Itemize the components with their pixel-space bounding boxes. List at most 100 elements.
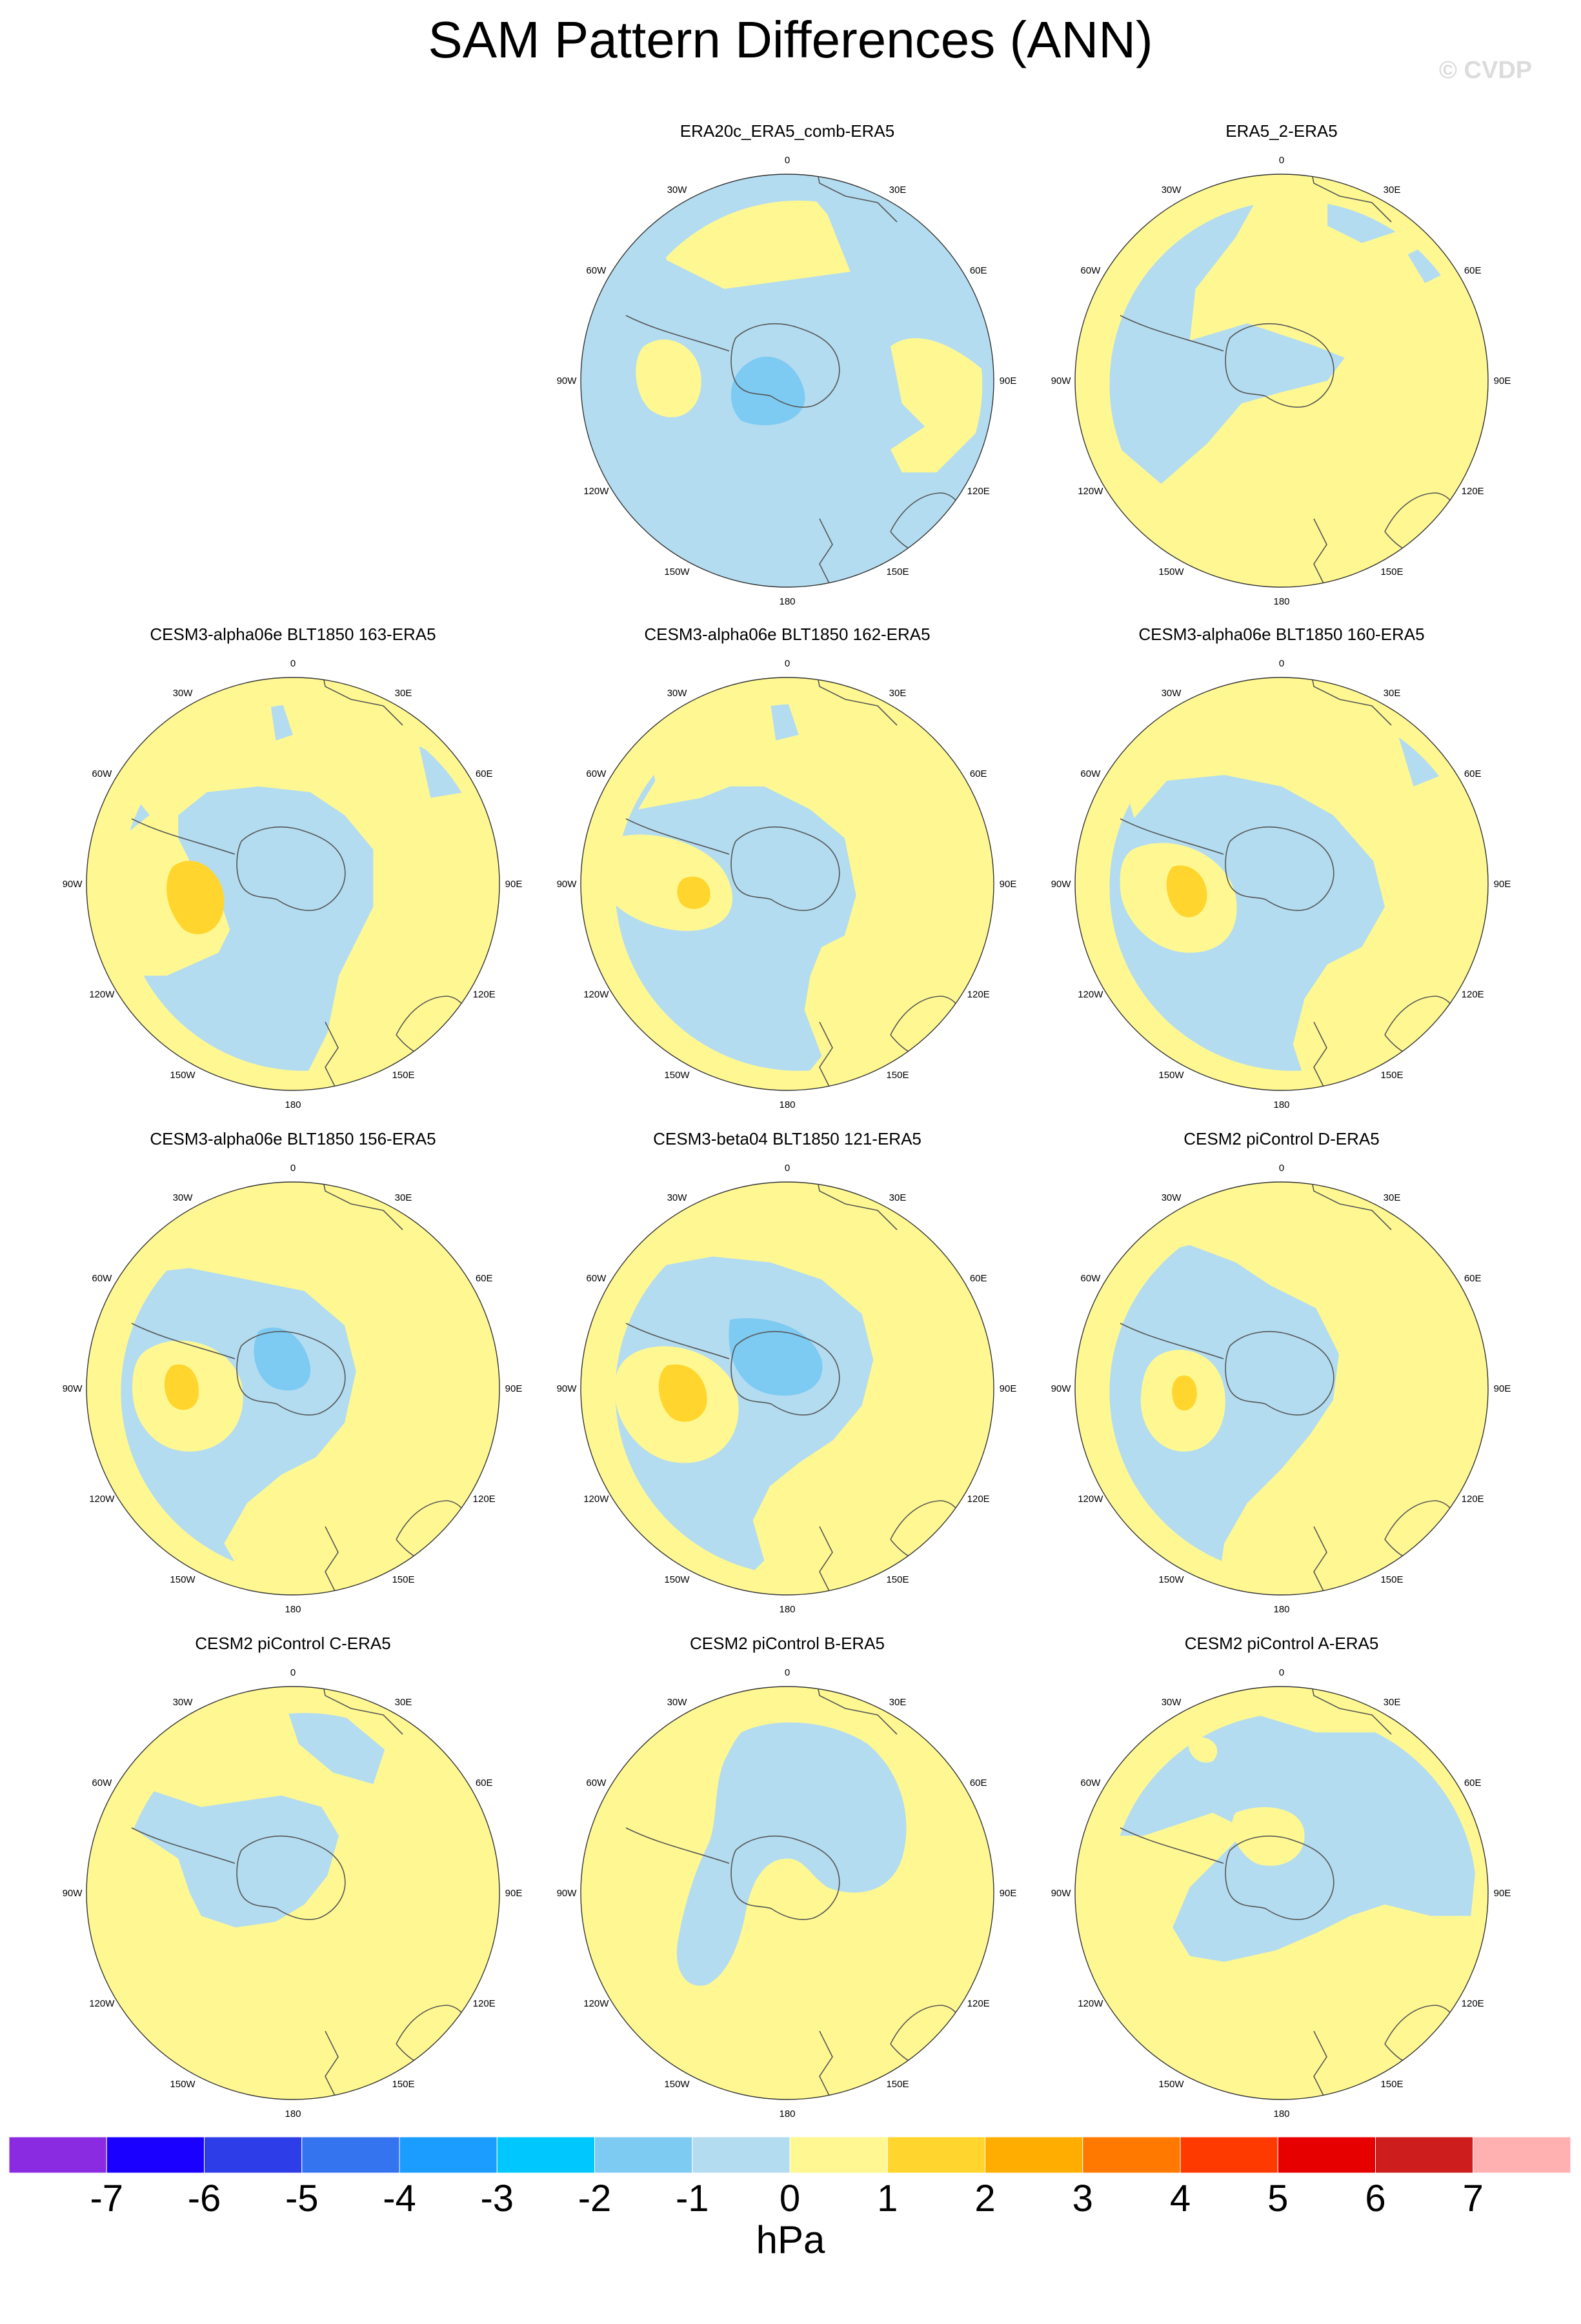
contour-region: [770, 703, 799, 741]
map-panel: ERA5_2-ERA5 0 30E 60E 90E 120E 150E 180 150W 120W…: [1036, 121, 1527, 625]
longitude-label: 30W: [173, 1192, 194, 1203]
map-border: [86, 1686, 500, 2100]
longitude-label: 0: [785, 1667, 790, 1678]
longitude-label: 60E: [970, 265, 987, 276]
longitude-label: 150W: [664, 2079, 690, 2090]
panel-title: CESM3-beta04 BLT1850 121-ERA5: [653, 1129, 921, 1148]
longitude-label: 120W: [1078, 989, 1103, 1000]
longitude-label: 90W: [63, 1888, 83, 1899]
longitude-label: 180: [1273, 1604, 1289, 1615]
longitude-label: 90E: [1000, 1383, 1017, 1394]
contour-region: [419, 746, 465, 798]
map-border: [580, 1686, 994, 2100]
colorbar-tick-label: -3: [480, 2178, 514, 2219]
longitude-label: 0: [1279, 1163, 1284, 1174]
colorbar-swatch: [985, 2137, 1083, 2173]
colorbar-swatch: [496, 2137, 595, 2173]
colorbar-swatch: [204, 2137, 303, 2173]
longitude-label: 30W: [667, 688, 688, 699]
longitude-label: 180: [779, 2109, 795, 2119]
longitude-label: 60E: [970, 1273, 987, 1284]
colorbar-swatch: [887, 2137, 985, 2173]
longitude-label: 120E: [967, 1998, 990, 2009]
longitude-label: 0: [1279, 658, 1284, 669]
longitude-label: 150E: [886, 1070, 909, 1081]
longitude-label: 150W: [664, 1574, 690, 1585]
longitude-label: 0: [785, 658, 790, 669]
longitude-label: 30W: [667, 1697, 688, 1708]
contour-region: [270, 703, 293, 741]
longitude-label: 150E: [886, 2079, 909, 2090]
longitude-label: 30W: [1162, 185, 1182, 195]
longitude-label: 90E: [1494, 376, 1511, 386]
colorbar-tick-label: -4: [383, 2178, 416, 2219]
longitude-label: 120W: [1078, 1494, 1103, 1505]
panel-title: CESM2 piControl C-ERA5: [195, 1634, 391, 1653]
watermark: © CVDP: [1439, 57, 1533, 84]
map-border: [86, 1181, 500, 1596]
panel-title: ERA5_2-ERA5: [1225, 121, 1338, 141]
longitude-label: 60W: [92, 1273, 112, 1284]
contour-region: [254, 1327, 311, 1391]
longitude-label: 120E: [967, 989, 990, 1000]
longitude-label: 90E: [1494, 1383, 1511, 1394]
map-panel: CESM2 piControl D-ERA5 0 30E 60E 90E 120E 150E…: [1036, 1129, 1527, 1632]
longitude-label: 120E: [1462, 989, 1484, 1000]
contour-region: [677, 876, 710, 909]
longitude-label: 120E: [967, 486, 990, 497]
contour-region: [636, 339, 701, 417]
longitude-label: 60E: [476, 1273, 493, 1284]
longitude-label: 150E: [392, 1574, 414, 1585]
contour-region: [121, 1784, 339, 1928]
longitude-label: 90E: [1494, 1888, 1511, 1899]
longitude-label: 60E: [476, 768, 493, 779]
map-border: [580, 1181, 994, 1596]
longitude-label: 30E: [889, 185, 907, 195]
longitude-label: 30W: [1162, 1697, 1182, 1708]
longitude-label: 0: [785, 155, 790, 166]
longitude-label: 150W: [1158, 566, 1184, 577]
longitude-label: 60E: [1464, 768, 1482, 779]
contour-region: [1166, 865, 1207, 917]
longitude-label: 30W: [173, 688, 194, 699]
map-panel: CESM3-beta04 BLT1850 121-ERA5 0 30E 60E 90E 1…: [542, 1129, 1032, 1632]
map-panel: ERA20c_ERA5_comb-ERA5 0 30E 60E 90E 120E 150E 1…: [542, 121, 1032, 625]
longitude-label: 150E: [392, 1070, 414, 1081]
map-panel: CESM2 piControl B-ERA5 0 30E 60E 90E 120E 150E…: [542, 1634, 1032, 2137]
longitude-label: 60W: [1080, 768, 1101, 779]
longitude-label: 90E: [1494, 879, 1511, 890]
longitude-label: 60W: [586, 265, 607, 276]
longitude-label: 60E: [970, 768, 987, 779]
colorbar-swatch: [9, 2137, 107, 2173]
colorbar-swatch: [1180, 2137, 1278, 2173]
colorbar-tick-label: 3: [1072, 2178, 1093, 2219]
longitude-label: 150E: [1380, 566, 1403, 577]
colorbar-tick-label: 7: [1462, 2178, 1484, 2219]
polar-map: 0 30E 60E 90E 120E 150E 180 150W 120W 90W 60W 30W: [1051, 658, 1511, 1110]
longitude-label: 30E: [1384, 185, 1401, 195]
colorbar-units: hPa: [756, 2218, 825, 2261]
colorbar-tick-label: -2: [578, 2178, 612, 2219]
longitude-label: 30E: [889, 1192, 907, 1203]
longitude-label: 120W: [89, 1494, 115, 1505]
panel-title: CESM3-alpha06e BLT1850 163-ERA5: [150, 625, 436, 644]
longitude-label: 120E: [1462, 486, 1484, 497]
longitude-label: 180: [1273, 2109, 1289, 2119]
longitude-label: 60E: [1464, 1273, 1482, 1284]
polar-map: 0 30E 60E 90E 120E 150E 180 150W 120W 90W 60W 30W: [63, 658, 523, 1110]
map-panel: CESM3-alpha06e BLT1850 156-ERA5 0 30E 60E 90…: [48, 1129, 538, 1632]
map-border: [580, 174, 994, 588]
longitude-label: 120W: [583, 989, 609, 1000]
longitude-label: 90W: [557, 376, 578, 386]
panel-title: CESM3-alpha06e BLT1850 156-ERA5: [150, 1129, 436, 1148]
polar-map: 0 30E 60E 90E 120E 150E 180 150W 120W 90W 60W 30W: [1051, 155, 1511, 607]
colorbar-tick-label: 0: [779, 2178, 801, 2219]
colorbar-tick-label: 6: [1365, 2178, 1386, 2219]
longitude-label: 150W: [1158, 1070, 1184, 1081]
longitude-label: 150W: [1158, 2079, 1184, 2090]
longitude-label: 30E: [395, 688, 412, 699]
contour-region: [729, 1318, 823, 1396]
colorbar-tick-label: -6: [187, 2178, 221, 2219]
colorbar-swatch: [1473, 2137, 1571, 2173]
longitude-label: 90W: [557, 879, 578, 890]
